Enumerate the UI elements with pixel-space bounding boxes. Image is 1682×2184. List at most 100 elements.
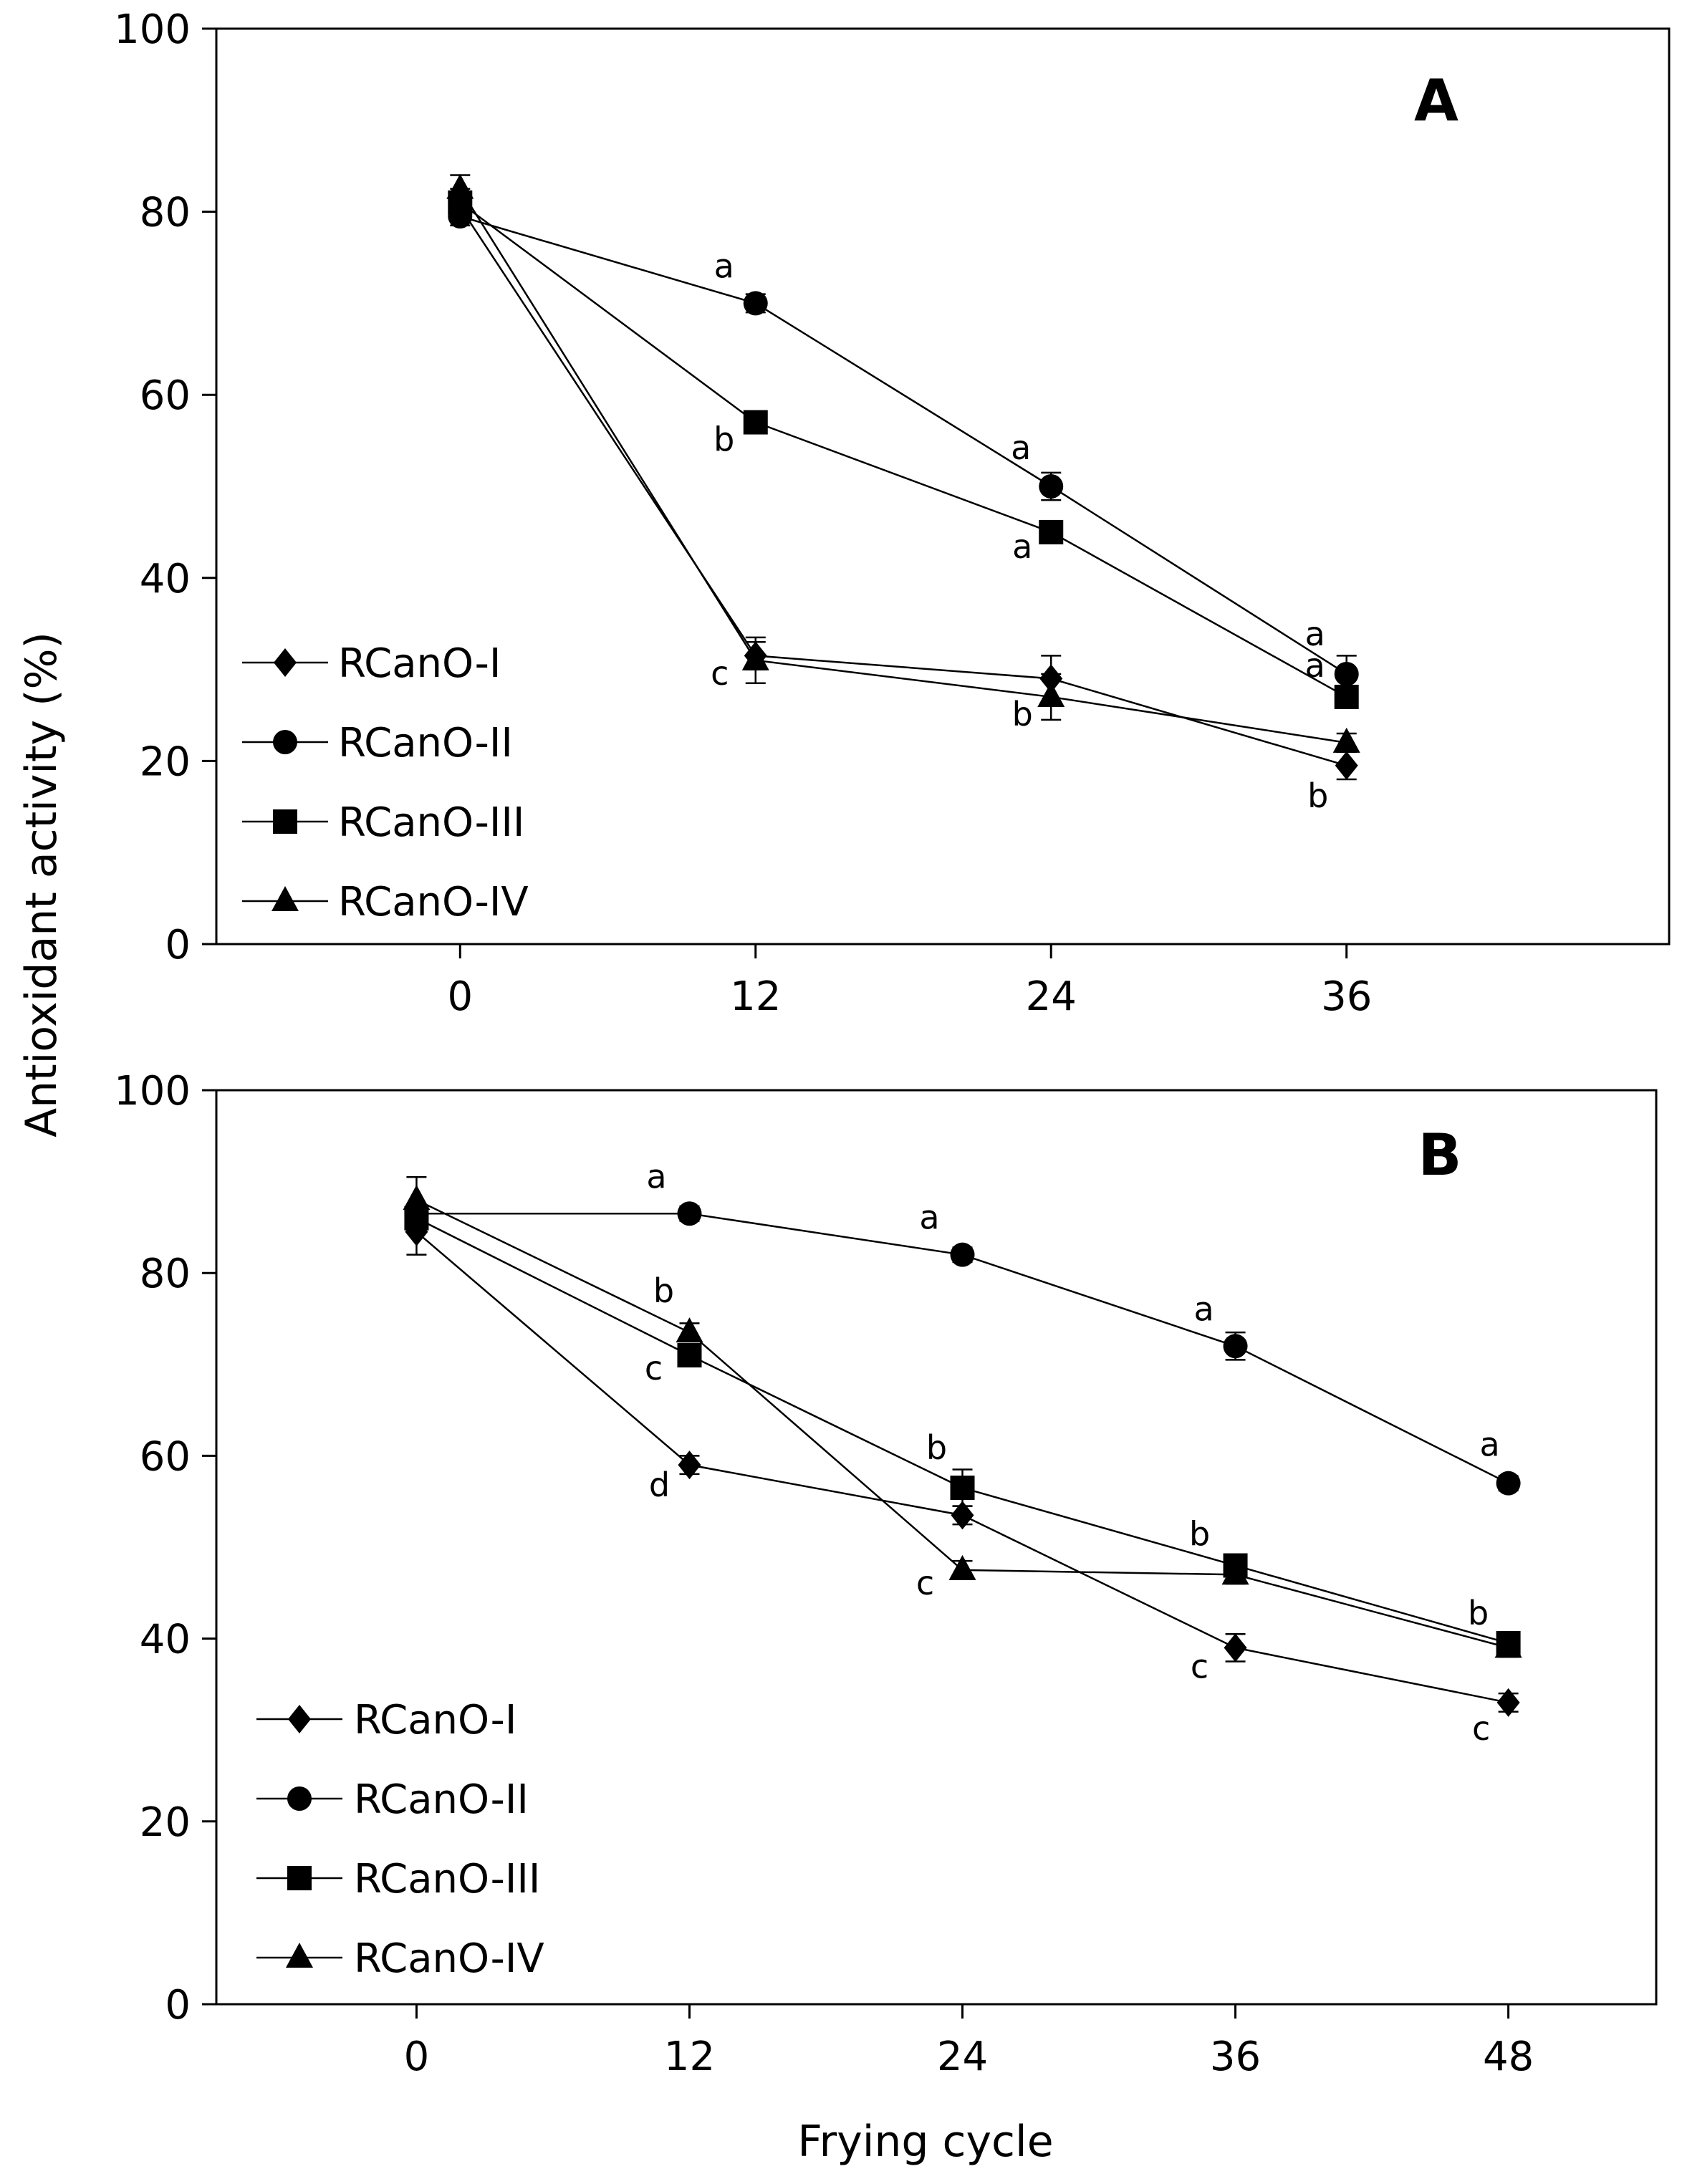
series-rcano-ii: aaa xyxy=(448,203,1359,693)
significance-letter: a xyxy=(646,1157,666,1196)
data-point xyxy=(1332,727,1360,753)
legend-label: RCanO-I xyxy=(354,1697,516,1743)
legend-marker xyxy=(287,1786,312,1811)
y-axis-title: Antioxidant activity (%) xyxy=(16,632,67,1137)
x-axis-title: Frying cycle xyxy=(797,2117,1053,2167)
significance-letter: b xyxy=(926,1428,947,1467)
x-tick-label: 24 xyxy=(937,2034,988,2080)
significance-letter: a xyxy=(1305,615,1325,653)
significance-letter: c xyxy=(916,1564,934,1602)
significance-letter: a xyxy=(1305,646,1325,685)
significance-letter: b xyxy=(1012,695,1033,733)
data-point xyxy=(950,1242,975,1267)
series-line xyxy=(459,215,1347,675)
data-point xyxy=(1334,684,1359,709)
y-tick-label: 40 xyxy=(140,1617,191,1663)
x-tick-label: 24 xyxy=(1026,973,1077,1020)
data-point xyxy=(743,410,768,435)
data-point xyxy=(676,1317,703,1343)
data-point xyxy=(1494,1632,1522,1658)
x-tick-label: 0 xyxy=(447,973,473,1020)
legend-marker xyxy=(287,1866,312,1890)
significance-letter: a xyxy=(919,1198,939,1237)
x-tick-label: 0 xyxy=(404,2034,430,2080)
data-point xyxy=(677,1201,702,1226)
significance-letter: b xyxy=(1307,776,1328,815)
significance-letter: b xyxy=(713,420,734,459)
legend: RCanO-I RCanO-II RCanO-III RCanO-IV xyxy=(242,640,529,925)
data-point xyxy=(950,1476,975,1501)
significance-letter: a xyxy=(1012,527,1032,566)
y-tick-label: 0 xyxy=(165,922,191,968)
y-tick-label: 100 xyxy=(114,6,191,53)
data-point xyxy=(743,291,768,316)
y-tick-label: 60 xyxy=(140,1433,191,1480)
legend-marker xyxy=(273,809,297,834)
panel-label: B xyxy=(1418,1122,1462,1188)
y-tick-label: 20 xyxy=(140,1799,191,1846)
legend: RCanO-I RCanO-II RCanO-III RCanO-IV xyxy=(256,1697,544,1982)
legend-label: RCanO-IV xyxy=(338,879,529,925)
data-point xyxy=(951,1501,974,1530)
data-point xyxy=(741,645,769,670)
legend-marker xyxy=(274,648,297,677)
plot-frame xyxy=(215,27,1671,946)
significance-letter: a xyxy=(1193,1289,1214,1328)
panel-label: A xyxy=(1414,67,1458,134)
y-tick-label: 20 xyxy=(140,739,191,785)
data-point xyxy=(1037,681,1065,707)
data-point xyxy=(1496,1688,1520,1717)
legend-marker xyxy=(286,1943,313,1968)
data-point xyxy=(677,1343,702,1368)
significance-letter: b xyxy=(1189,1515,1210,1554)
y-tick-label: 100 xyxy=(114,1068,191,1115)
series-rcano-iii: baa xyxy=(448,188,1359,709)
data-point xyxy=(1334,661,1359,686)
y-tick-label: 80 xyxy=(140,190,191,236)
legend-label: RCanO-I xyxy=(338,640,501,687)
plot-frame xyxy=(215,1089,1658,2006)
data-point xyxy=(1221,1559,1249,1585)
x-tick-label: 36 xyxy=(1210,2034,1261,2080)
x-tick-label: 12 xyxy=(664,2034,715,2080)
x-tick-label: 12 xyxy=(730,973,781,1020)
significance-letter: c xyxy=(645,1349,663,1387)
series-line xyxy=(415,1231,1509,1704)
data-point xyxy=(948,1554,976,1580)
significance-letter: a xyxy=(1011,428,1031,467)
series-rcano-iii: c b b b xyxy=(404,1203,1521,1655)
series-line xyxy=(459,206,1347,766)
series-line xyxy=(415,1198,1509,1649)
x-tick-label: 48 xyxy=(1483,2034,1534,2080)
significance-letter: b xyxy=(1468,1594,1489,1632)
legend-label: RCanO-II xyxy=(354,1776,529,1823)
significance-letter: c xyxy=(711,654,729,693)
data-point xyxy=(678,1451,701,1480)
significance-letter: b xyxy=(653,1271,674,1310)
data-point xyxy=(1496,1471,1521,1496)
significance-letter: d xyxy=(649,1466,670,1504)
significance-letter: c xyxy=(1191,1647,1208,1685)
data-point xyxy=(403,1185,431,1211)
data-point xyxy=(1039,519,1064,544)
series-line xyxy=(459,188,1347,744)
legend-label: RCanO-III xyxy=(338,799,524,846)
legend-label: RCanO-II xyxy=(338,720,513,766)
y-tick-label: 0 xyxy=(165,1982,191,2029)
series-rcano-ii: a a a a xyxy=(404,1157,1521,1496)
x-tick-label: 36 xyxy=(1321,973,1372,1020)
legend-marker xyxy=(273,730,297,754)
significance-letter: a xyxy=(1480,1425,1500,1464)
legend-marker xyxy=(288,1705,311,1733)
series-rcano-iv: cb xyxy=(446,173,1360,753)
data-point xyxy=(446,173,474,199)
y-tick-label: 60 xyxy=(140,372,191,419)
series-line xyxy=(459,201,1347,698)
data-point xyxy=(1039,474,1064,499)
data-point xyxy=(1335,751,1358,780)
series-rcano-iv: bc xyxy=(403,1175,1522,1658)
legend-label: RCanO-III xyxy=(354,1856,540,1902)
